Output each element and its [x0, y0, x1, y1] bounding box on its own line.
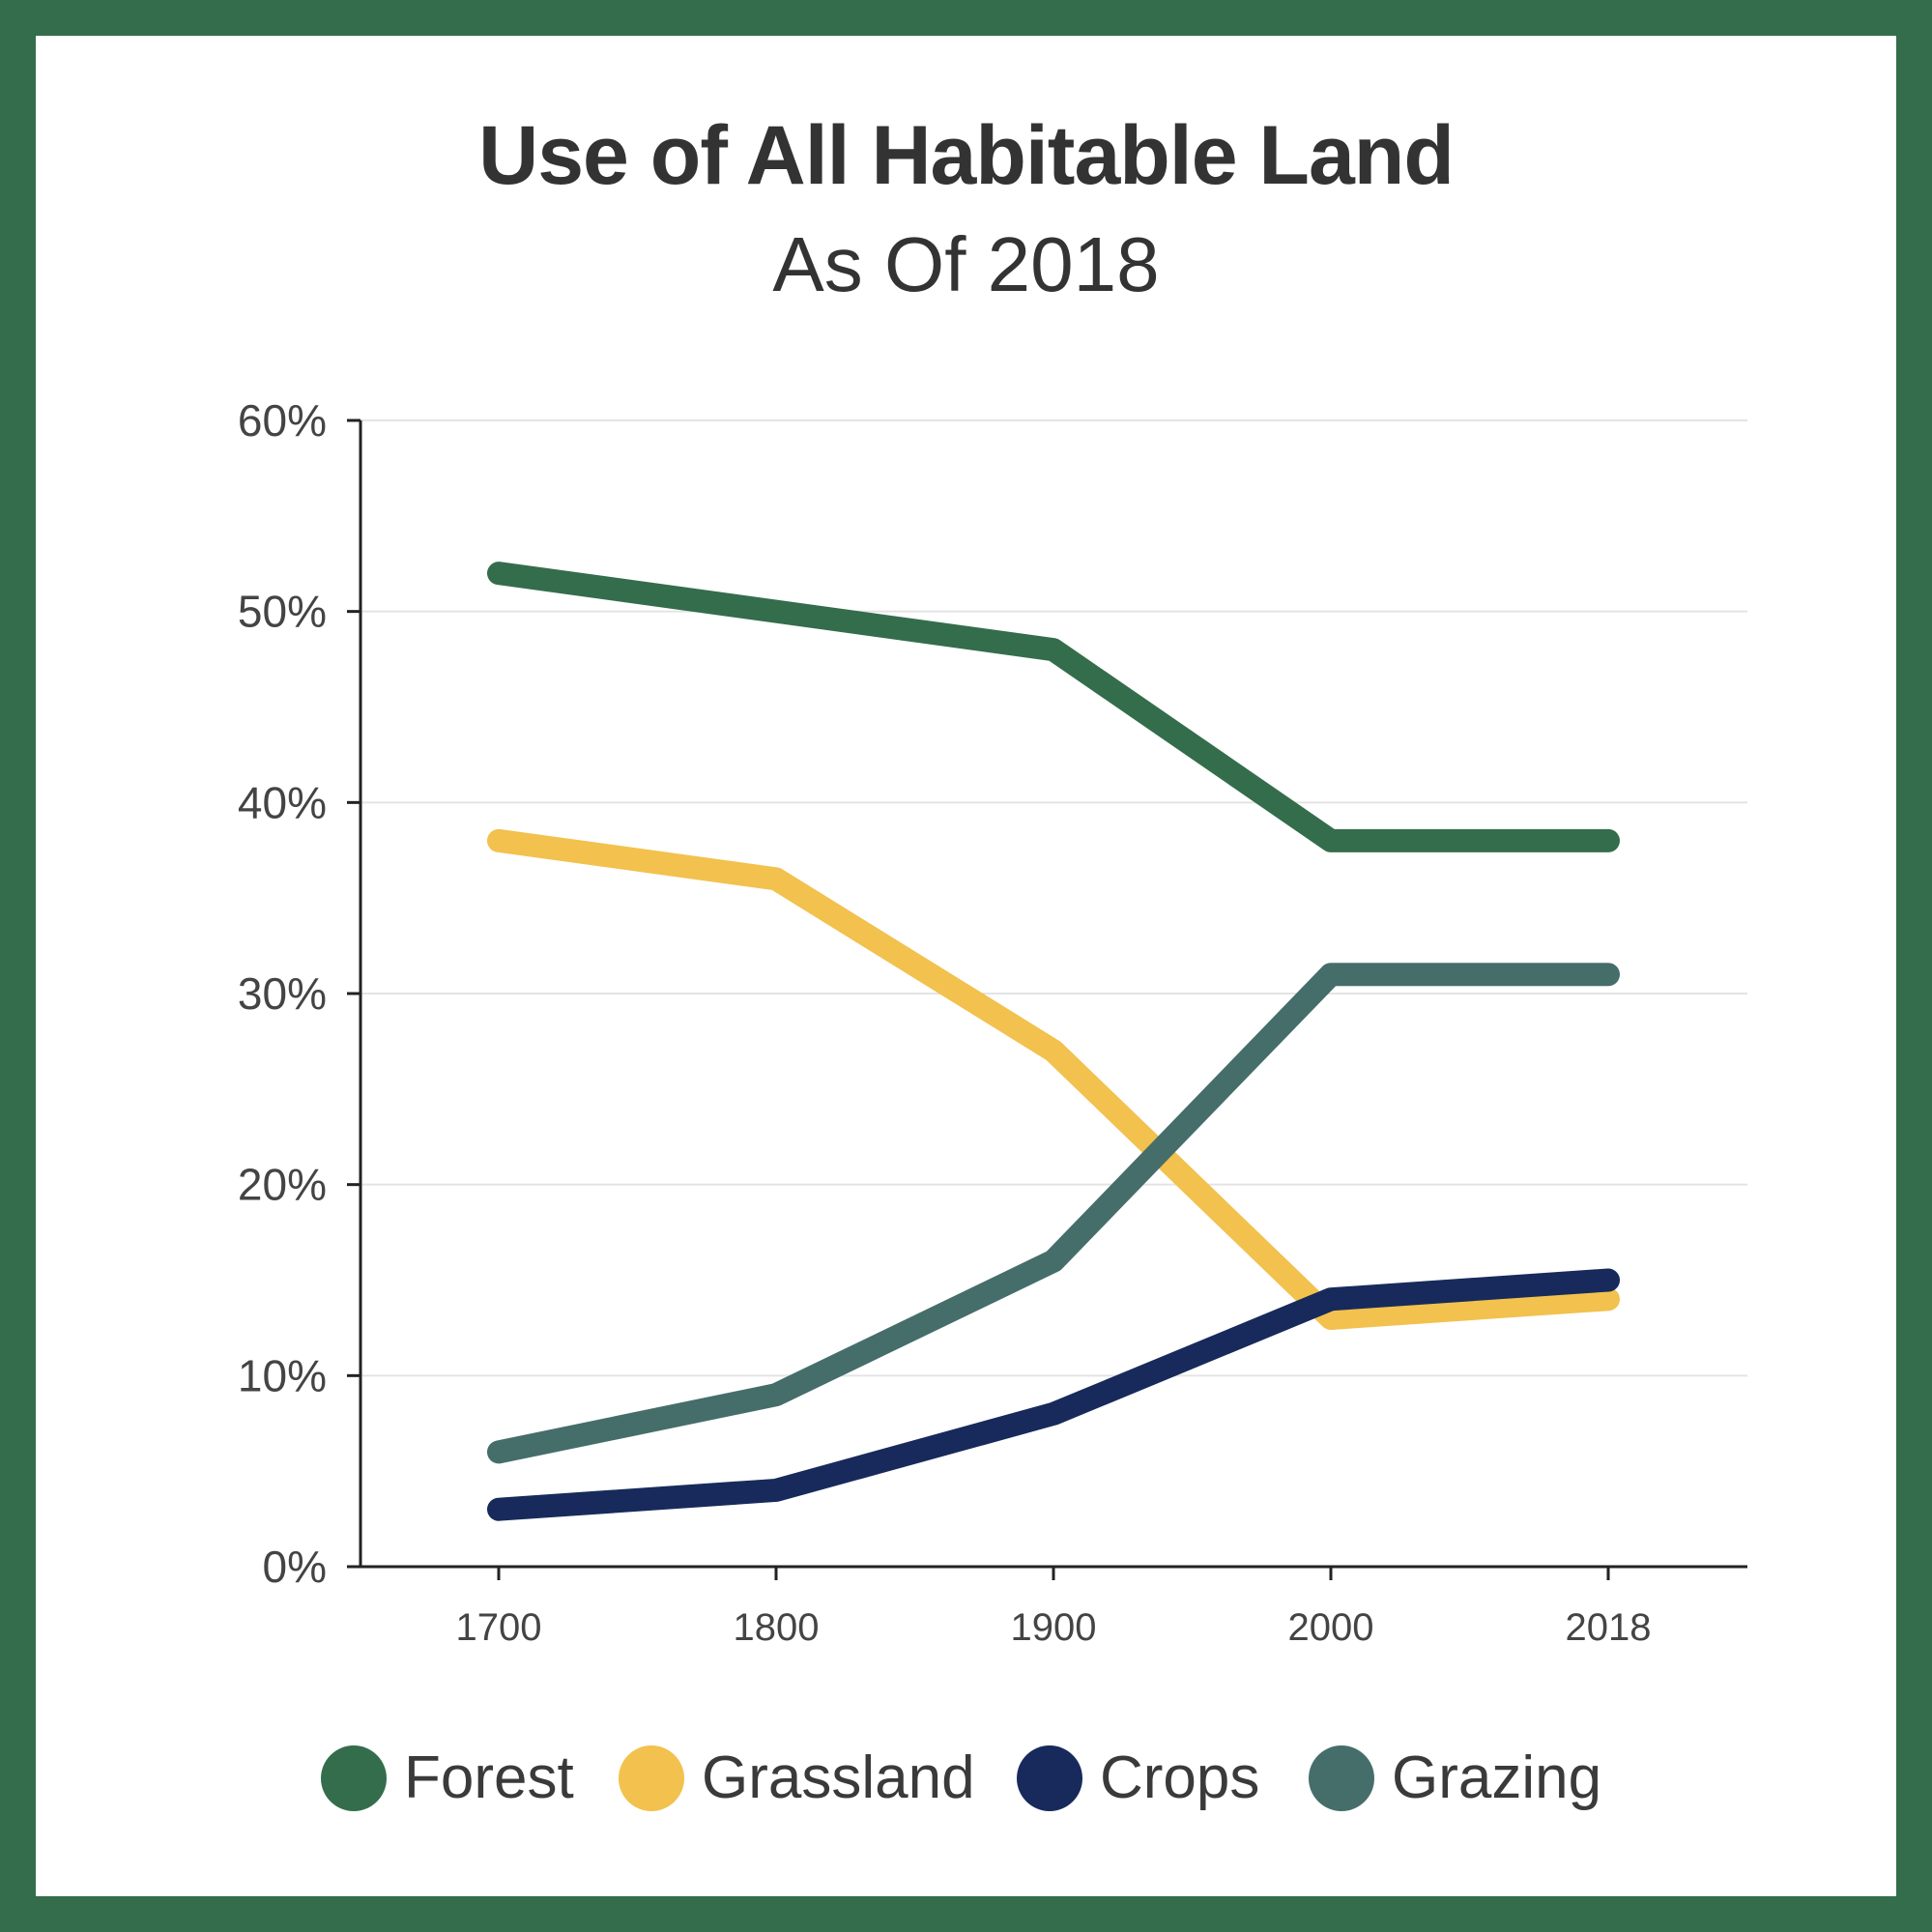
x-tick-label: 1700	[456, 1606, 542, 1649]
y-tick-label: 60%	[238, 395, 327, 446]
chart-subtitle: As Of 2018	[772, 221, 1160, 307]
series-lines	[487, 562, 1620, 1521]
legend-label: Crops	[1100, 1745, 1260, 1811]
y-tick-label: 10%	[238, 1350, 327, 1400]
tick-labels: 0% 10% 20% 30% 40% 50% 60% 1700 1800 1900 2000 2018	[238, 395, 1652, 1649]
series-line-crops	[487, 1268, 1620, 1521]
y-tick-label: 30%	[238, 968, 327, 1019]
legend-label: Grazing	[1392, 1745, 1602, 1811]
legend-swatch	[619, 1745, 684, 1811]
legend-label: Grassland	[702, 1745, 975, 1811]
x-tick-label: 2000	[1288, 1606, 1374, 1649]
x-tick-label: 1800	[734, 1606, 820, 1649]
gridlines	[360, 419, 1747, 1377]
y-tick-label: 20%	[238, 1160, 327, 1210]
series-line-grassland	[487, 828, 1620, 1331]
legend-swatch	[1017, 1745, 1082, 1811]
y-tick-label: 40%	[238, 777, 327, 827]
y-tick-label: 50%	[238, 587, 327, 637]
series-line-forest	[487, 562, 1620, 852]
y-tick-label: 0%	[263, 1542, 327, 1592]
legend-swatch	[321, 1745, 387, 1811]
series-line-grazing	[487, 963, 1620, 1464]
x-tick-label: 2018	[1566, 1606, 1652, 1649]
legend-label: Forest	[404, 1745, 574, 1811]
legend-swatch	[1309, 1745, 1374, 1811]
legend: Forest Grassland Crops Grazing	[0, 1740, 1932, 1817]
x-tick-label: 1900	[1011, 1606, 1097, 1649]
chart-title: Use of All Habitable Land	[478, 109, 1455, 202]
